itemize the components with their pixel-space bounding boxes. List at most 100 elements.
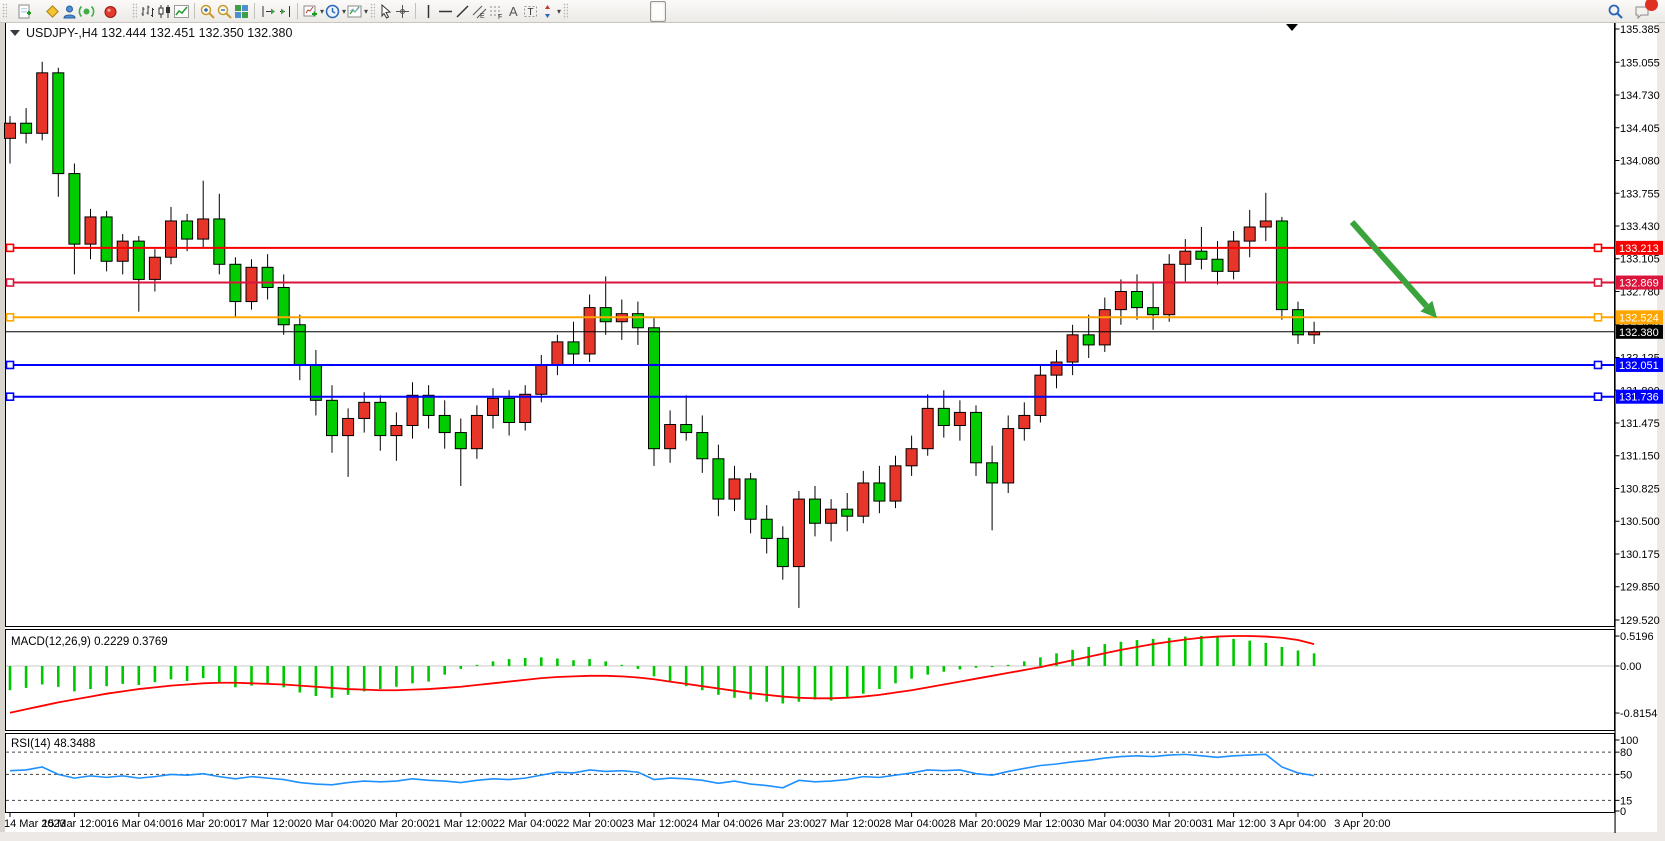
timeframe-button-m1[interactable] — [570, 1, 586, 22]
time-axis-label: 31 Mar 12:00 — [1201, 818, 1266, 830]
trendline-icon[interactable] — [454, 3, 471, 20]
window-right-edge — [1657, 22, 1665, 841]
candle-body — [857, 482, 870, 517]
line-anchor-handle[interactable] — [5, 243, 15, 253]
cursor-icon[interactable] — [377, 3, 394, 20]
candle-body — [1066, 334, 1079, 363]
toolbar-drag-handle[interactable] — [132, 3, 137, 19]
time-axis-label: 21 Mar 12:00 — [428, 818, 493, 830]
horizontal-line-icon[interactable] — [437, 3, 454, 20]
dropdown-caret-icon[interactable]: ▾ — [364, 6, 369, 16]
notification-badge[interactable] — [1645, 0, 1658, 11]
price-pane[interactable] — [5, 22, 1615, 627]
candle-body — [181, 220, 194, 240]
line-anchor-handle[interactable] — [5, 312, 15, 322]
shift-chart-icon[interactable] — [259, 3, 276, 20]
new-order-icon[interactable] — [16, 3, 33, 20]
rsi-line — [9, 753, 1315, 789]
candle-body — [487, 397, 499, 416]
timeframe-button-m5[interactable] — [586, 1, 602, 22]
search-icon[interactable] — [1607, 3, 1624, 20]
timeframe-button-mn[interactable] — [698, 1, 714, 22]
signals-icon[interactable] — [78, 3, 95, 20]
macd-axis-label: -0.8154 — [1620, 708, 1657, 720]
market-icon[interactable] — [44, 3, 61, 20]
timeframe-button-m15[interactable] — [602, 1, 618, 22]
rsi-pane[interactable] — [5, 733, 1615, 813]
toolbar-drag-handle[interactable] — [563, 3, 569, 19]
candle-body — [4, 122, 16, 139]
price-line-label: 133.213 — [1616, 240, 1663, 255]
horizontal-line-object[interactable] — [5, 360, 1614, 370]
new-chart-icon[interactable] — [302, 3, 319, 20]
horizontal-line-object[interactable] — [5, 312, 1614, 322]
bars-chart-icon[interactable] — [139, 3, 156, 20]
line-anchor-handle[interactable] — [1593, 243, 1603, 253]
candle-body — [760, 518, 773, 539]
symbol-dropdown-icon[interactable] — [10, 30, 20, 36]
arrows-icon[interactable] — [539, 3, 556, 20]
zoom-in-icon[interactable] — [199, 3, 216, 20]
window-left-edge — [0, 22, 5, 841]
candle-body — [1082, 334, 1095, 346]
dropdown-caret-icon[interactable]: ▾ — [320, 6, 325, 16]
template-icon[interactable] — [346, 3, 363, 20]
time-axis-label: 24 Mar 04:00 — [686, 818, 751, 830]
candle-body — [712, 458, 725, 500]
macd-pane[interactable] — [5, 629, 1615, 731]
timeframe-button-d1[interactable] — [666, 1, 682, 22]
line-anchor-handle[interactable] — [5, 278, 15, 287]
line-anchor-handle[interactable] — [1593, 360, 1603, 370]
crosshair-icon[interactable] — [394, 3, 411, 20]
arrow-annotation[interactable] — [1349, 220, 1437, 318]
fibonacci-icon[interactable]: F — [488, 3, 505, 20]
text-icon[interactable]: A — [505, 3, 522, 20]
candle-body — [374, 401, 387, 437]
community-icon[interactable] — [61, 3, 78, 20]
timeframe-button-h4[interactable] — [650, 0, 667, 22]
horizontal-line-object[interactable] — [5, 243, 1614, 253]
periods-icon[interactable] — [324, 3, 341, 20]
line-anchor-handle[interactable] — [5, 392, 15, 401]
candle-body — [116, 240, 129, 262]
line-chart-icon[interactable] — [173, 3, 190, 20]
price-axis-label: 135.385 — [1620, 24, 1660, 36]
autoscroll-icon[interactable] — [276, 3, 293, 20]
price-axis-label: 135.055 — [1620, 57, 1660, 69]
zoom-out-icon[interactable] — [216, 3, 233, 20]
toolbar-drag-handle[interactable] — [370, 3, 376, 19]
svg-text:132.524: 132.524 — [1619, 312, 1659, 324]
timeframe-button-m30[interactable] — [618, 1, 634, 22]
price-axis-label: 130.500 — [1620, 516, 1660, 528]
candle-body — [84, 216, 97, 245]
chart-shift-marker[interactable] — [1286, 24, 1298, 31]
chat-icon[interactable] — [1634, 0, 1658, 20]
line-anchor-handle[interactable] — [5, 360, 15, 370]
autotrade-button[interactable] — [95, 0, 130, 22]
price-line-label: 132.380 — [1616, 324, 1663, 339]
timeframe-button-h1[interactable] — [634, 1, 650, 22]
autotrade-icon[interactable] — [102, 3, 119, 20]
candle-body — [1275, 220, 1288, 311]
channel-icon[interactable]: E — [471, 3, 488, 20]
horizontal-line-object[interactable] — [5, 278, 1614, 287]
candles-chart-icon[interactable] — [156, 3, 173, 20]
timeframe-button-w1[interactable] — [682, 1, 698, 22]
candle-body — [873, 482, 886, 502]
candle-body — [1211, 258, 1224, 272]
price-axis-label: 130.175 — [1620, 549, 1660, 561]
dropdown-caret-icon[interactable]: ▾ — [342, 6, 347, 16]
svg-text:A: A — [509, 4, 518, 19]
toolbar-drag-handle[interactable] — [2, 3, 7, 19]
dropdown-caret-icon[interactable]: ▾ — [557, 6, 562, 16]
text-label-icon[interactable]: T — [522, 3, 539, 20]
tile-windows-icon[interactable] — [233, 3, 250, 20]
new-order-button[interactable] — [9, 0, 44, 22]
line-anchor-handle[interactable] — [1593, 278, 1603, 287]
line-anchor-handle[interactable] — [1593, 312, 1603, 322]
vertical-line-icon[interactable] — [420, 3, 437, 20]
line-anchor-handle[interactable] — [1593, 392, 1603, 401]
time-axis-label: 29 Mar 12:00 — [1008, 818, 1073, 830]
horizontal-line-object[interactable] — [5, 392, 1614, 401]
